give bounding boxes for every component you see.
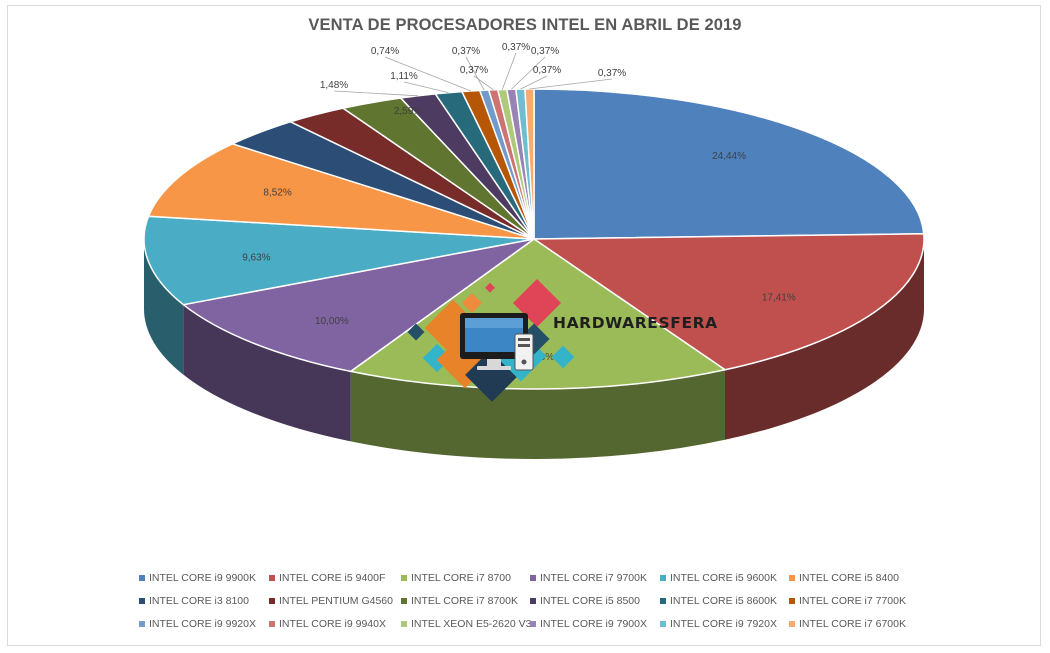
data-label: 10,00% <box>315 316 349 327</box>
legend-swatch <box>401 575 407 581</box>
leader-line <box>520 75 548 90</box>
pie-slices <box>143 88 925 390</box>
legend-label: INTEL PENTIUM G4560 <box>279 595 393 607</box>
legend-label: INTEL CORE i9 9900K <box>149 572 256 584</box>
chart-title: VENTA DE PROCESADORES INTEL EN ABRIL DE … <box>308 16 742 34</box>
legend-label: INTEL CORE i7 8700K <box>411 595 518 607</box>
legend-item: INTEL CORE i7 7700K <box>789 594 906 608</box>
legend-swatch <box>269 575 275 581</box>
legend-item: INTEL CORE i9 7920X <box>660 617 777 631</box>
legend-swatch <box>269 598 275 604</box>
data-label: 0,74% <box>371 46 399 57</box>
data-label: 0,37% <box>452 46 480 57</box>
leader-line <box>403 81 449 94</box>
legend-swatch <box>139 575 145 581</box>
legend-swatch <box>530 598 536 604</box>
legend-label: INTEL XEON E5-2620 V3 <box>411 618 532 630</box>
legend-item: INTEL CORE i5 8500 <box>530 594 640 608</box>
legend-item: INTEL CORE i9 9900K <box>139 571 256 585</box>
legend-item: INTEL CORE i7 8700 <box>401 571 511 585</box>
data-label: 8,52% <box>263 187 291 198</box>
leader-line <box>501 52 517 90</box>
legend-item: INTEL CORE i9 9940X <box>269 617 386 631</box>
leader-lines <box>333 52 613 97</box>
legend-swatch <box>139 621 145 627</box>
leader-line <box>465 56 485 91</box>
legend-item: INTEL PENTIUM G4560 <box>269 594 393 608</box>
legend-label: INTEL CORE i7 7700K <box>799 595 906 607</box>
legend-swatch <box>139 598 145 604</box>
legend-label: INTEL CORE i7 8700 <box>411 572 511 584</box>
legend-item: INTEL CORE i7 9700K <box>530 571 647 585</box>
legend-label: INTEL CORE i5 8500 <box>540 595 640 607</box>
data-label: 17,41% <box>762 292 796 303</box>
legend-item: INTEL CORE i7 8700K <box>401 594 518 608</box>
pie-slice <box>524 88 535 240</box>
legend-label: INTEL CORE i9 9940X <box>279 618 386 630</box>
legend-label: INTEL CORE i3 8100 <box>149 595 249 607</box>
legend-swatch <box>789 621 795 627</box>
legend-label: INTEL CORE i9 7900X <box>540 618 647 630</box>
legend-swatch <box>660 621 666 627</box>
legend-label: INTEL CORE i5 9400F <box>279 572 386 584</box>
legend-swatch <box>269 621 275 627</box>
computer-icon <box>460 313 534 371</box>
legend-swatch <box>401 598 407 604</box>
pie-slice <box>143 215 535 306</box>
leader-line <box>333 90 418 97</box>
leader-line <box>511 56 546 90</box>
slice-side <box>350 369 726 459</box>
legend-swatch <box>530 575 536 581</box>
data-label: 0,37% <box>502 42 530 53</box>
hardwaresfera-logo <box>407 278 575 402</box>
data-label: 0,37% <box>460 65 488 76</box>
data-label: 0,37% <box>533 65 561 76</box>
pie-slice <box>181 238 535 373</box>
legend-label: INTEL CORE i7 9700K <box>540 572 647 584</box>
data-label: 0,37% <box>531 46 559 57</box>
leader-line <box>529 78 613 90</box>
watermark-text: HARDWARESFERA <box>553 314 718 332</box>
legend-item: INTEL CORE i5 9400F <box>269 571 385 585</box>
legend-item: INTEL CORE i5 8400 <box>789 571 899 585</box>
legend-label: INTEL CORE i9 9920X <box>149 618 256 630</box>
legend-label: INTEL CORE i5 8400 <box>799 572 899 584</box>
legend-swatch <box>789 575 795 581</box>
legend-item: INTEL CORE i5 9600K <box>660 571 777 585</box>
legend-label: INTEL CORE i7 6700K <box>799 618 906 630</box>
legend-swatch <box>660 598 666 604</box>
data-label: 1,48% <box>320 80 348 91</box>
legend-item: INTEL XEON E5-2620 V3 <box>401 617 531 631</box>
data-label: 1,11% <box>390 71 418 82</box>
legend-item: INTEL CORE i9 9920X <box>139 617 256 631</box>
legend-item: INTEL CORE i7 6700K <box>789 617 906 631</box>
legend-label: INTEL CORE i9 7920X <box>670 618 777 630</box>
legend-swatch <box>530 621 536 627</box>
data-label: 2,59% <box>394 106 422 117</box>
legend-item: INTEL CORE i3 8100 <box>139 594 249 608</box>
legend-item: INTEL CORE i9 7900X <box>530 617 647 631</box>
data-label: 24,44% <box>712 151 746 162</box>
slice-side <box>183 304 351 442</box>
legend-swatch <box>401 621 407 627</box>
data-label: 0,37% <box>598 68 626 79</box>
legend-item: INTEL CORE i5 8600K <box>660 594 777 608</box>
pie-slice <box>533 88 925 240</box>
pie-slice <box>147 143 535 240</box>
legend-label: INTEL CORE i5 8600K <box>670 595 777 607</box>
legend-swatch <box>789 598 795 604</box>
pie-slice <box>531 232 925 371</box>
data-label: 9,63% <box>242 253 270 264</box>
leader-line <box>473 75 494 91</box>
legend-swatch <box>660 575 666 581</box>
legend-label: INTEL CORE i5 9600K <box>670 572 777 584</box>
leader-line <box>384 56 471 92</box>
